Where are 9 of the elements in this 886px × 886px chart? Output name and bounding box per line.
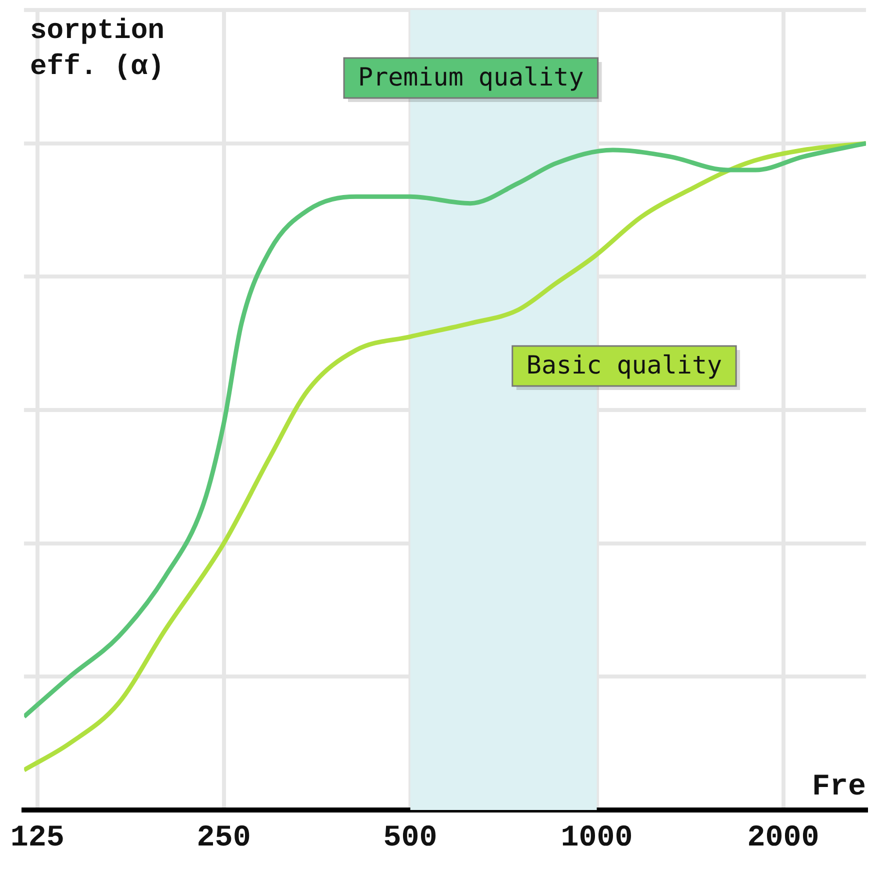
- x-tick-label: 500: [383, 822, 438, 856]
- x-tick-label: 1000: [560, 822, 633, 856]
- x-tick-label: 250: [196, 822, 251, 856]
- x-axis-title: Fre: [812, 770, 866, 805]
- y-axis-title: sorption eff. (α): [30, 15, 164, 85]
- text: Premium quality: [358, 62, 584, 92]
- x-tick-label: 125: [10, 822, 64, 856]
- series-label: Basic quality: [526, 350, 722, 380]
- x-tick-label: 2000: [747, 822, 820, 856]
